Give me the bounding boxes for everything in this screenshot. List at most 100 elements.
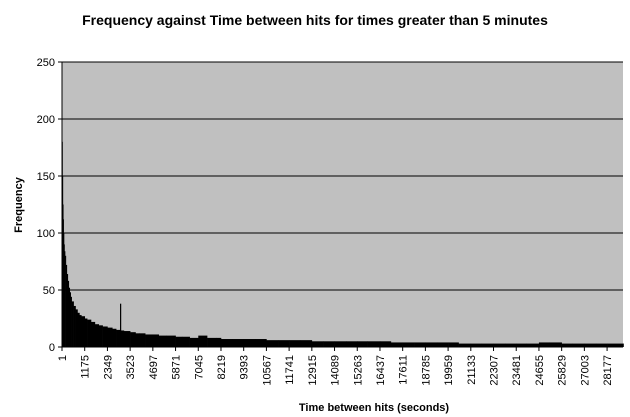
histogram-bar	[595, 343, 608, 347]
histogram-bar	[266, 340, 279, 347]
histogram-bar	[334, 341, 347, 347]
histogram-bar	[75, 309, 78, 347]
histogram-bar	[458, 343, 472, 347]
histogram-bar	[116, 329, 121, 347]
histogram-bar-base	[120, 330, 125, 347]
histogram-bar	[437, 342, 449, 347]
histogram-bar	[198, 335, 208, 347]
y-tick-label: 200	[37, 114, 55, 126]
histogram-bar	[561, 343, 574, 347]
histogram-bar	[207, 337, 218, 347]
histogram-bar	[323, 341, 335, 347]
x-tick-label: 14089	[330, 355, 342, 386]
x-tick-label: 27003	[579, 355, 591, 386]
y-tick-label: 100	[37, 228, 55, 240]
histogram-bar	[232, 339, 244, 347]
x-tick-label: 23481	[511, 355, 523, 386]
histogram-bar	[493, 343, 506, 347]
histogram-bar	[158, 335, 167, 347]
x-tick-label: 9393	[239, 355, 251, 379]
x-tick-label: 18785	[420, 355, 432, 386]
histogram-bar	[71, 301, 74, 347]
histogram-bar	[152, 334, 160, 347]
histogram-bar	[216, 337, 222, 347]
x-tick-label: 2349	[102, 355, 114, 379]
histogram-bar	[67, 280, 70, 347]
histogram-bar	[402, 342, 415, 347]
histogram-bar	[70, 296, 72, 347]
histogram-bar	[63, 244, 65, 347]
histogram-bar	[64, 251, 66, 347]
histogram-bar	[166, 335, 176, 347]
histogram-bar	[112, 328, 117, 347]
x-tick-label: 3523	[125, 355, 137, 379]
y-tick-label: 250	[37, 57, 55, 69]
histogram-bar	[130, 332, 136, 347]
histogram-bar	[299, 340, 313, 347]
histogram-bar	[81, 316, 86, 347]
histogram-bar	[102, 326, 108, 347]
histogram-bar	[94, 324, 100, 347]
histogram-bar	[255, 339, 267, 347]
x-tick-label: 8219	[216, 355, 228, 379]
histogram-bar	[181, 336, 190, 347]
histogram-bar	[84, 318, 88, 347]
chart-title: Frequency against Time between hits for …	[82, 12, 548, 28]
histogram-bar	[346, 341, 358, 347]
histogram-bar	[120, 303, 122, 347]
x-tick-label: 7045	[193, 355, 205, 379]
histogram-bar	[65, 264, 68, 347]
histogram-bar	[278, 340, 290, 347]
histogram-bar	[390, 342, 403, 347]
histogram-bar	[448, 342, 459, 347]
histogram-bar	[175, 336, 183, 347]
x-tick-label: 19959	[443, 355, 455, 386]
histogram-bar	[584, 343, 597, 347]
histogram-bar	[243, 339, 256, 347]
histogram-bar	[623, 343, 624, 347]
x-tick-label: 17611	[398, 355, 410, 385]
x-tick-label: 22307	[489, 355, 501, 386]
histogram-bar	[220, 339, 233, 347]
histogram-bar	[470, 343, 483, 347]
histogram-bar	[107, 327, 113, 347]
histogram-bar	[69, 292, 71, 347]
histogram-bar	[538, 342, 550, 347]
histogram-bar	[189, 337, 199, 347]
plot-area	[62, 62, 623, 347]
histogram-bar	[572, 343, 585, 347]
histogram-bar	[367, 341, 381, 347]
x-tick-label: 1	[57, 355, 69, 361]
bars	[62, 141, 624, 347]
y-tick-label: 50	[43, 285, 55, 297]
x-tick-label: 25829	[557, 355, 569, 386]
x-tick-label: 28177	[602, 355, 614, 386]
x-tick-label: 24655	[534, 355, 546, 386]
histogram-bar	[139, 333, 146, 347]
y-axis-title: Frequency	[13, 176, 25, 233]
histogram-bar	[66, 274, 69, 347]
histogram-bar	[357, 341, 368, 347]
histogram-bar	[98, 325, 103, 347]
histogram-bar	[135, 333, 140, 347]
grid-lines	[62, 61, 623, 291]
histogram-bar	[123, 331, 131, 347]
histogram-bar	[90, 321, 96, 347]
y-ticks: 0 50 100 150 200 250	[37, 57, 62, 354]
x-tick-label: 4697	[148, 355, 160, 379]
histogram-bar	[289, 340, 301, 347]
x-axis-title: Time between hits (seconds)	[299, 402, 450, 414]
x-tick-label: 12915	[307, 355, 319, 386]
x-tick-label: 21133	[466, 355, 478, 385]
histogram-bar	[425, 342, 438, 347]
histogram-bar	[607, 343, 624, 347]
histogram-bar	[414, 342, 426, 347]
histogram-bar	[145, 334, 154, 347]
x-tick-label: 10567	[261, 355, 273, 386]
histogram-bar	[379, 341, 392, 347]
histogram-bar	[79, 315, 82, 347]
x-tick-label: 1175	[80, 355, 92, 379]
histogram-bar	[504, 343, 517, 347]
histogram-bar	[516, 343, 527, 347]
